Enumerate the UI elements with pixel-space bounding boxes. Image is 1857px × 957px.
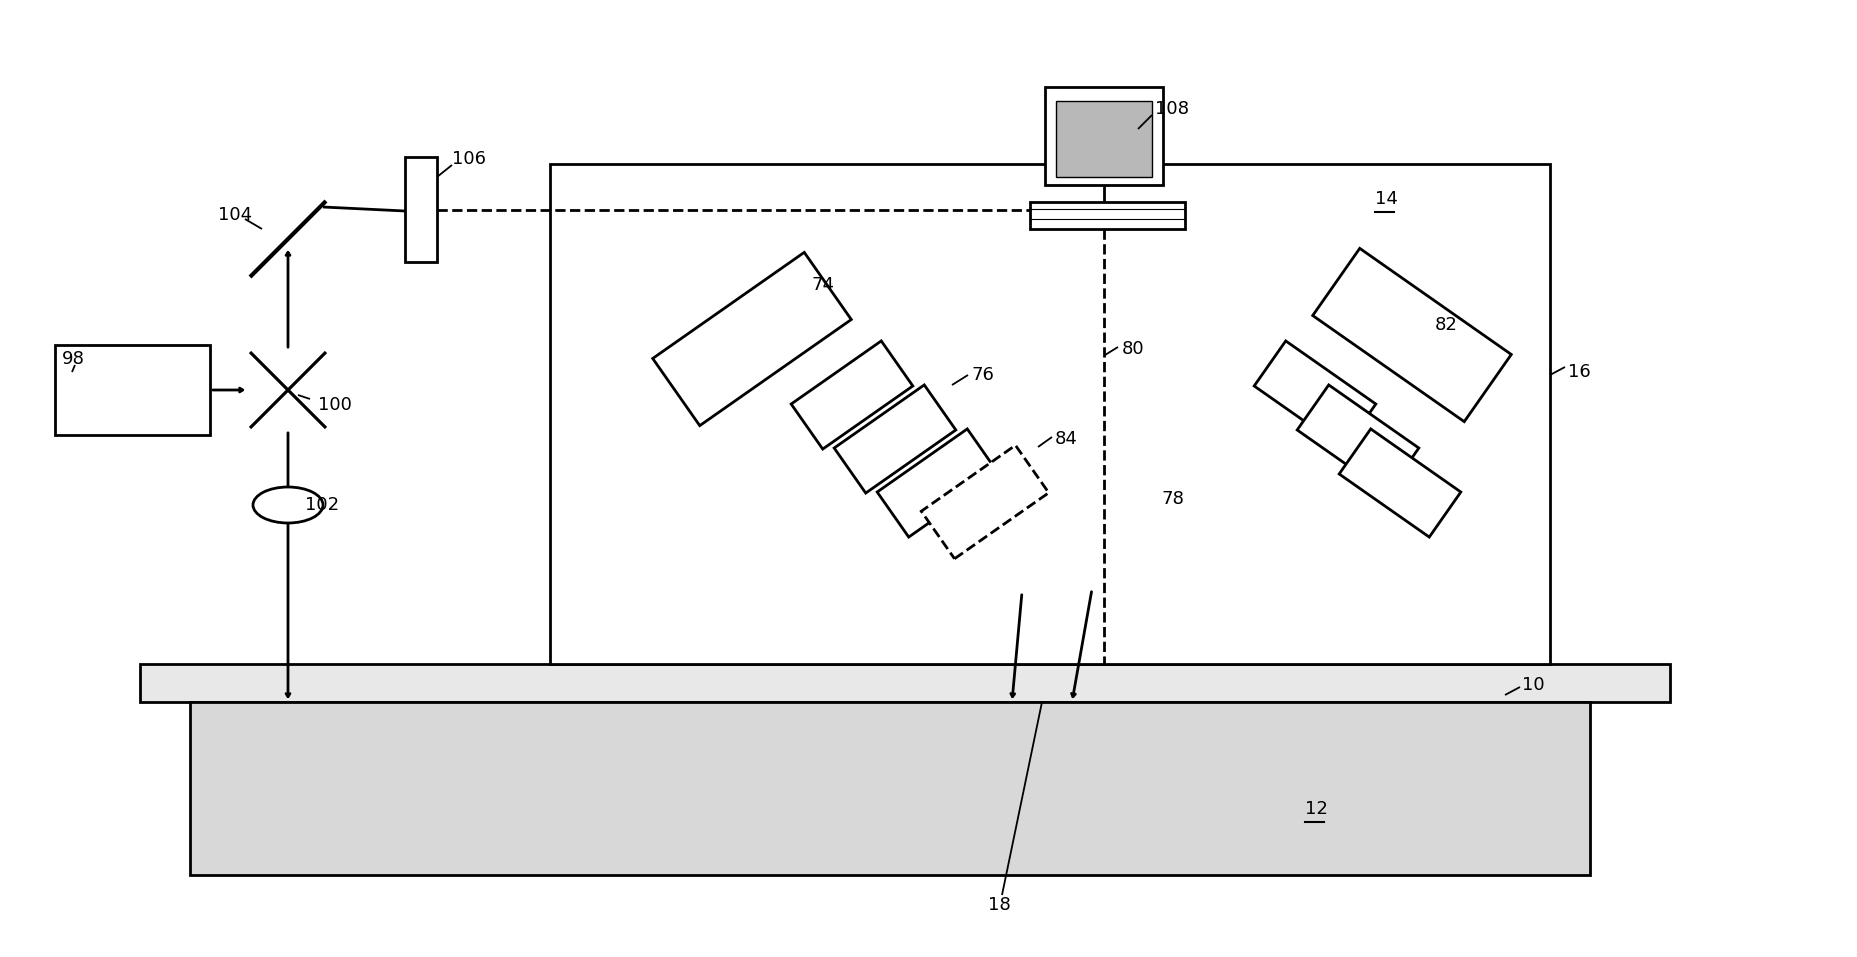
Ellipse shape [253, 487, 323, 523]
Text: 16: 16 [1567, 363, 1591, 381]
Text: 12: 12 [1305, 800, 1328, 818]
Text: 102: 102 [305, 496, 340, 514]
Text: 78: 78 [1162, 490, 1185, 508]
Bar [139, 664, 1669, 702]
Text: 100: 100 [318, 396, 351, 414]
Bar [56, 345, 210, 435]
Polygon shape [1298, 385, 1419, 493]
Bar [1045, 87, 1162, 185]
Polygon shape [877, 429, 999, 537]
Polygon shape [921, 445, 1049, 559]
Bar [550, 164, 1551, 664]
Polygon shape [1339, 429, 1461, 537]
Bar [1057, 101, 1151, 177]
Bar [405, 157, 436, 262]
Text: 76: 76 [971, 366, 995, 384]
Text: 84: 84 [1055, 430, 1077, 448]
Text: 10: 10 [1523, 676, 1545, 694]
Polygon shape [791, 341, 914, 449]
Polygon shape [834, 385, 956, 493]
Text: 80: 80 [1122, 340, 1144, 358]
Text: 104: 104 [217, 206, 253, 224]
Text: 106: 106 [451, 150, 487, 168]
Text: 74: 74 [812, 276, 836, 294]
Polygon shape [652, 253, 851, 426]
Bar [1031, 202, 1185, 229]
Text: 18: 18 [988, 896, 1010, 914]
Polygon shape [1253, 341, 1376, 449]
Bar [189, 702, 1590, 875]
Text: 14: 14 [1374, 190, 1398, 208]
Text: 82: 82 [1435, 316, 1458, 334]
Text: 108: 108 [1155, 100, 1188, 118]
Text: 98: 98 [61, 350, 85, 368]
Polygon shape [1313, 249, 1512, 422]
